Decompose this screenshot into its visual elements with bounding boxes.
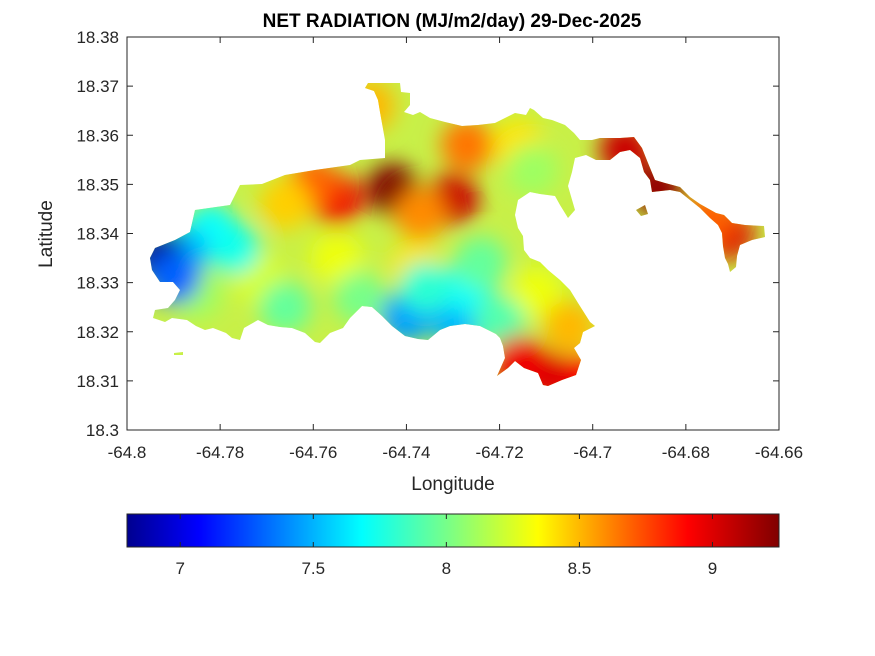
- x-tick-label: -64.72: [475, 443, 523, 462]
- y-axis-label: Latitude: [36, 200, 57, 268]
- radiation-value-blob: [440, 119, 493, 172]
- y-tick-label: 18.34: [76, 225, 119, 244]
- radiation-value-blob: [259, 281, 312, 334]
- x-axis-label: Longitude: [411, 474, 494, 495]
- colorbar-tick-label: 7.5: [301, 559, 325, 578]
- colorbar-tick-label: 7: [175, 559, 184, 578]
- y-tick-label: 18.32: [76, 323, 119, 342]
- colorbar-ticks: 7 7.5 8 8.5 9: [175, 514, 717, 578]
- y-tick-label: 18.35: [76, 175, 119, 194]
- x-tick-label: -64.66: [755, 443, 803, 462]
- radiation-value-blob: [510, 266, 563, 319]
- x-tick-label: -64.7: [573, 443, 612, 462]
- x-tick-label: -64.76: [289, 443, 337, 462]
- y-tick-label: 18.37: [76, 77, 119, 96]
- y-tick-label: 18.3: [86, 421, 119, 440]
- y-tick-label: 18.33: [76, 274, 119, 293]
- x-tick-label: -64.74: [382, 443, 430, 462]
- y-tick-label: 18.38: [76, 28, 119, 47]
- x-tick-label: -64.8: [108, 443, 147, 462]
- radiation-value-blob: [399, 261, 452, 314]
- colorbar: [126, 513, 780, 548]
- chart-title: NET RADIATION (MJ/m2/day) 29-Dec-2025: [263, 11, 642, 32]
- y-tick-label: 18.36: [76, 126, 119, 145]
- radiation-value-blob: [394, 187, 447, 240]
- y-tick-label: 18.31: [76, 372, 119, 391]
- radiation-value-blob: [310, 232, 363, 285]
- colorbar-tick-label: 8: [442, 559, 451, 578]
- x-tick-label: -64.78: [196, 443, 244, 462]
- radiation-value-blob: [454, 236, 507, 289]
- x-axis-ticks: -64.8 -64.78 -64.76 -64.74 -64.72 -64.7 -64.68…: [108, 37, 803, 462]
- colorbar-tick-label: 9: [708, 559, 717, 578]
- y-axis-ticks: 18.3 18.31 18.32 18.33 18.34 18.35 18.36 18.37 1…: [76, 28, 779, 440]
- radiation-value-blob: [259, 178, 312, 231]
- colorbar-tick-label: 8.5: [568, 559, 592, 578]
- x-tick-label: -64.68: [662, 443, 710, 462]
- radiation-value-blob: [506, 143, 559, 196]
